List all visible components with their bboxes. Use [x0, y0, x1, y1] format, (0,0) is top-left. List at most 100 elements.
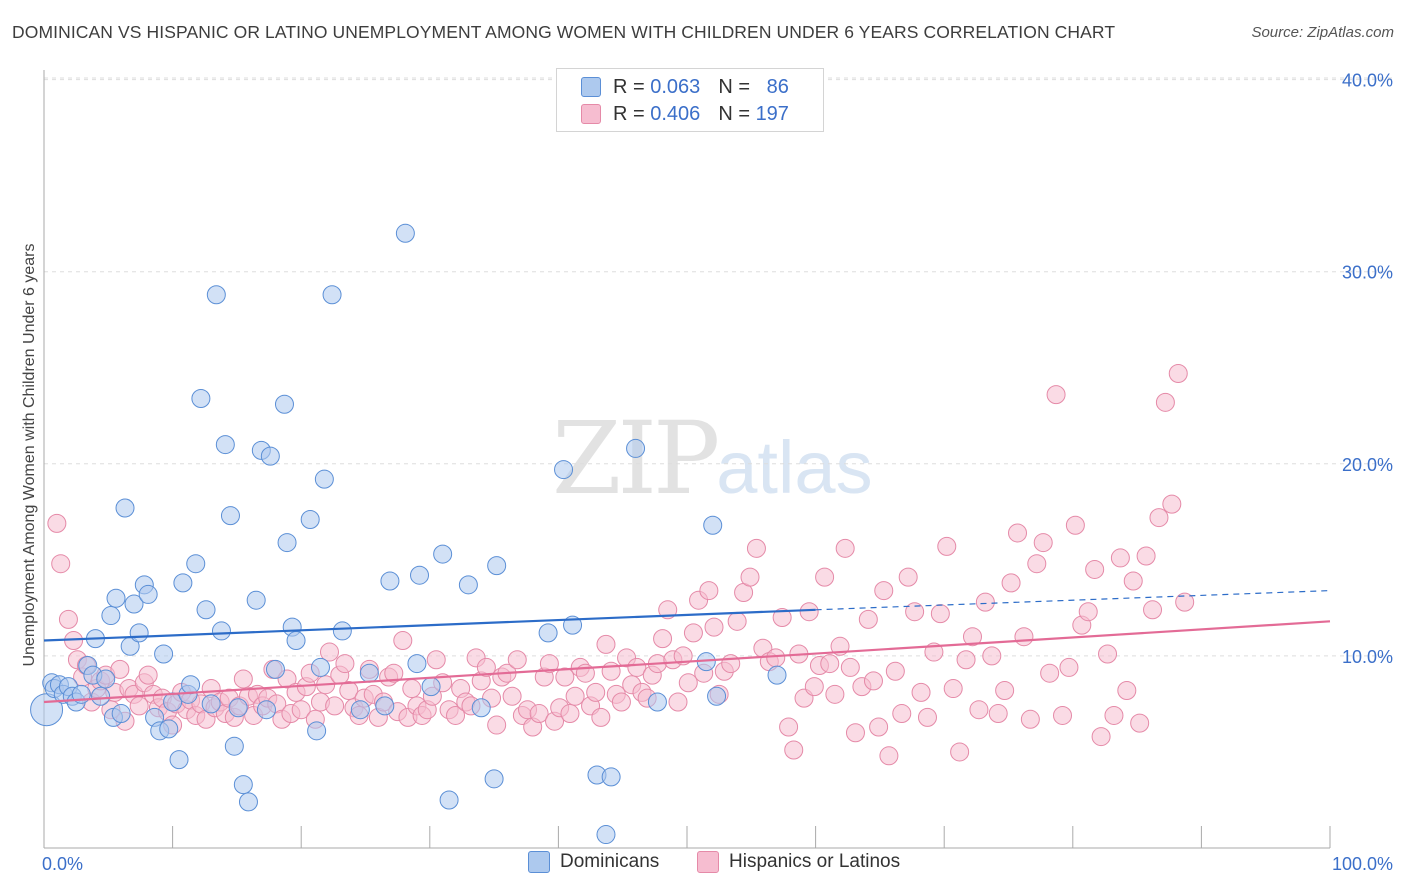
- legend-r-value: 0.063: [650, 75, 701, 98]
- point-hispanics: [1117, 680, 1137, 700]
- point-hispanics: [975, 592, 995, 612]
- point-hispanics: [1136, 546, 1156, 566]
- point-hispanics: [704, 617, 724, 637]
- point-dominicans: [215, 435, 235, 455]
- y-tick-label: 30.0%: [1342, 263, 1393, 283]
- point-dominicans: [703, 515, 723, 535]
- watermark-atlas: atlas: [716, 426, 873, 509]
- point-dominicans: [471, 698, 491, 718]
- point-dominicans: [115, 498, 135, 518]
- point-dominicans: [626, 438, 646, 458]
- point-dominicans: [380, 571, 400, 591]
- point-dominicans: [647, 692, 667, 712]
- point-hispanics: [804, 677, 824, 697]
- point-hispanics: [487, 715, 507, 735]
- correlation-legend: R = 0.063 N = 86 R = 0.406 N = 197: [556, 68, 824, 132]
- point-hispanics: [110, 659, 130, 679]
- point-hispanics: [1014, 627, 1034, 647]
- point-dominicans: [138, 584, 158, 604]
- point-hispanics: [1078, 602, 1098, 622]
- point-hispanics: [845, 723, 865, 743]
- source-label: Source: ZipAtlas.com: [1251, 24, 1394, 41]
- point-hispanics: [898, 567, 918, 587]
- point-hispanics: [1065, 515, 1085, 535]
- watermark-zip: ZIP: [552, 400, 720, 517]
- point-dominicans: [206, 285, 226, 305]
- point-hispanics: [840, 657, 860, 677]
- trend-line-hispanics: [43, 620, 1331, 704]
- point-hispanics: [502, 686, 522, 706]
- point-hispanics: [565, 686, 585, 706]
- point-hispanics: [869, 717, 889, 737]
- point-hispanics: [1110, 548, 1130, 568]
- point-dominicans: [375, 696, 395, 716]
- point-dominicans: [246, 590, 266, 610]
- legend-r-label: R =: [613, 102, 645, 125]
- trend-line-extension-dominicans: [815, 589, 1331, 611]
- point-hispanics: [1053, 705, 1073, 725]
- legend-n-value: 86: [766, 75, 789, 98]
- series-swatch-dominicans: [528, 851, 550, 873]
- point-hispanics: [325, 696, 345, 716]
- point-dominicans: [596, 825, 616, 845]
- point-dominicans: [124, 594, 144, 614]
- point-dominicans: [91, 686, 111, 706]
- point-dominicans: [277, 533, 297, 553]
- point-dominicans: [439, 790, 459, 810]
- y-tick-label: 40.0%: [1342, 71, 1393, 91]
- point-hispanics: [699, 581, 719, 601]
- point-dominicans: [310, 657, 330, 677]
- watermark: ZIPatlas: [552, 400, 873, 517]
- point-dominicans: [238, 792, 258, 812]
- point-dominicans: [224, 736, 244, 756]
- point-dominicans: [265, 659, 285, 679]
- y-axis-label: Unemployment Among Women with Children U…: [21, 243, 38, 666]
- point-hispanics: [746, 538, 766, 558]
- point-dominicans: [484, 769, 504, 789]
- point-dominicans: [154, 644, 174, 664]
- point-hispanics: [905, 602, 925, 622]
- point-hispanics: [678, 673, 698, 693]
- series-legend-dominicans: Dominicans: [528, 851, 659, 873]
- point-hispanics: [291, 700, 311, 720]
- point-dominicans: [307, 721, 327, 741]
- point-hispanics: [1027, 554, 1047, 574]
- point-dominicans: [228, 698, 248, 718]
- x-tick-label: 100.0%: [1332, 854, 1393, 874]
- point-hispanics: [1162, 494, 1182, 514]
- point-hispanics: [950, 742, 970, 762]
- point-hispanics: [1149, 508, 1169, 528]
- point-hispanics: [911, 682, 931, 702]
- point-dominicans: [159, 719, 179, 739]
- point-hispanics: [1123, 571, 1143, 591]
- point-hispanics: [1130, 713, 1150, 733]
- point-hispanics: [319, 642, 339, 662]
- point-hispanics: [956, 650, 976, 670]
- point-hispanics: [924, 642, 944, 662]
- point-dominicans: [601, 767, 621, 787]
- point-hispanics: [1020, 709, 1040, 729]
- point-hispanics: [1085, 559, 1105, 579]
- point-hispanics: [937, 536, 957, 556]
- point-dominicans: [201, 694, 221, 714]
- point-hispanics: [668, 692, 688, 712]
- point-dominicans: [260, 446, 280, 466]
- point-dominicans: [286, 631, 306, 651]
- point-dominicans: [211, 621, 231, 641]
- point-dominicans: [458, 575, 478, 595]
- point-hispanics: [1046, 385, 1066, 405]
- point-hispanics: [51, 554, 71, 574]
- point-hispanics: [402, 679, 422, 699]
- legend-n-label: N =: [718, 102, 750, 125]
- point-hispanics: [766, 648, 786, 668]
- point-dominicans: [359, 663, 379, 683]
- point-hispanics: [779, 717, 799, 737]
- point-dominicans: [421, 677, 441, 697]
- series-legend-hispanics: Hispanics or Latinos: [697, 851, 900, 873]
- point-hispanics: [1040, 663, 1060, 683]
- point-hispanics: [820, 654, 840, 674]
- series-legend: Dominicans Hispanics or Latinos: [0, 851, 1406, 879]
- point-hispanics: [863, 671, 883, 691]
- point-hispanics: [799, 602, 819, 622]
